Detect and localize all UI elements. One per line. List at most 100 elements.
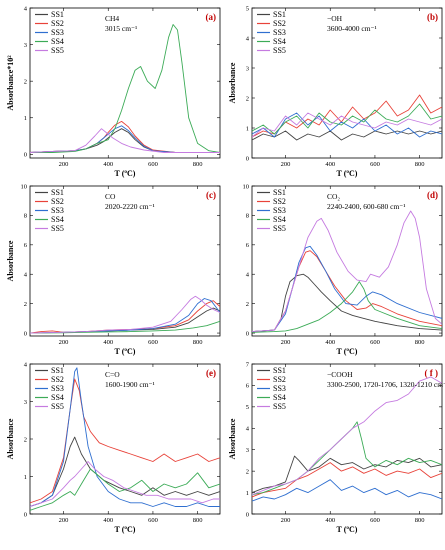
series-line-ss4 [30,320,220,334]
annotation-line-2: 2240-2400, 600-680 cm⁻¹ [327,202,406,211]
y-tick-label: 1 [246,490,249,497]
series-line-ss5 [30,461,220,507]
y-tick-label: 1 [24,474,27,481]
series-line-ss5 [252,112,442,138]
y-tick-label: 2 [24,78,27,85]
legend-label-ss3: SS3 [51,28,64,37]
annotation-line-1: −OH [327,14,343,23]
x-tick-label: 600 [370,161,380,168]
x-tick-label: 800 [415,517,425,524]
plot-frame [251,363,443,515]
legend-label-ss1: SS1 [51,366,64,375]
series-line-ss1 [252,455,442,494]
legend-label-ss1: SS1 [273,188,286,197]
y-tick-label: 3 [24,42,27,49]
y-tick-label: 0 [246,511,249,518]
y-tick-label: 6 [24,242,28,249]
x-tick-label: 200 [59,517,69,524]
annotation-line-1: CH4 [105,14,119,23]
y-tick-label: 0 [24,152,27,159]
y-tick-label: 2 [246,468,249,475]
x-tick-label: 800 [193,339,203,346]
series-line-ss5 [252,210,442,333]
legend-label-ss4: SS4 [51,215,64,224]
series-line-ss3 [252,479,442,502]
x-axis-label: T (ºC) [337,169,358,178]
series-line-ss4 [252,103,442,135]
annotation-line-1: CO [105,192,116,201]
x-tick-label: 800 [415,161,425,168]
y-tick-label: 4 [24,5,28,12]
x-axis-label: T (ºC) [337,347,358,356]
panel-label: (e) [206,368,216,378]
plot-frame [29,185,221,337]
series-line-ss3 [252,112,442,138]
x-tick-label: 400 [325,161,335,168]
panel-label: (c) [206,190,216,200]
y-axis-label: Absorbance*10² [6,55,15,111]
legend-label-ss2: SS2 [51,375,64,384]
panel-label: (a) [206,12,217,22]
legend-label-ss1: SS1 [51,10,64,19]
y-tick-label: 2 [246,301,249,308]
series-group [252,94,442,141]
annotation-line-2: 3300-2500, 1720-1706, 1320-1210 cm⁻¹ [327,380,445,389]
annotation-line-1: C=O [105,370,120,379]
x-tick-label: 600 [370,339,380,346]
legend-label-ss3: SS3 [273,28,286,37]
x-tick-label: 800 [193,517,203,524]
y-tick-label: 1 [246,125,249,132]
legend-label-ss5: SS5 [273,224,286,233]
x-axis-label: T (ºC) [115,525,136,534]
y-tick-label: 8 [246,213,249,220]
x-tick-label: 200 [281,161,291,168]
legend-label-ss4: SS4 [273,215,286,224]
y-tick-label: 4 [246,426,250,433]
annotation-line-2: 2020-2220 cm⁻¹ [105,202,155,211]
x-tick-label: 400 [103,161,113,168]
legend-label-ss1: SS1 [51,188,64,197]
annotation-line-2: 1600-1900 cm⁻¹ [105,380,155,389]
x-tick-label: 400 [325,339,335,346]
legend-label-ss2: SS2 [51,197,64,206]
plot-frame [29,7,221,159]
x-tick-label: 400 [103,517,113,524]
annotation-line-1: CO₂ [327,192,340,201]
x-tick-label: 200 [281,517,291,524]
y-tick-label: 6 [246,242,250,249]
annotation-line-2: 3015 cm⁻¹ [105,24,137,33]
y-tick-label: 0 [24,511,27,518]
legend-label-ss5: SS5 [273,402,286,411]
series-group [30,367,220,511]
series-line-ss2 [252,462,442,498]
series-line-ss4 [30,24,220,153]
legend-label-ss4: SS4 [51,393,64,402]
annotation-line-2: 3600-4000 cm⁻¹ [327,24,377,33]
series-group [30,24,220,153]
y-tick-label: 3 [24,399,27,406]
y-tick-label: 6 [246,383,250,390]
y-tick-label: 2 [24,301,27,308]
legend-label-ss2: SS2 [51,19,64,28]
series-group [30,295,220,334]
y-tick-label: 1 [24,115,27,122]
legend-label-ss2: SS2 [273,375,286,384]
y-tick-label: 8 [24,213,27,220]
legend-label-ss1: SS1 [273,366,286,375]
panel-label: (b) [427,12,438,22]
legend-label-ss5: SS5 [51,46,64,55]
series-line-ss1 [30,128,220,153]
series-line-ss3 [30,125,220,153]
legend-label-ss4: SS4 [273,37,286,46]
series-group [252,210,442,333]
panel-label: (d) [427,190,438,200]
y-tick-label: 4 [246,272,250,279]
plot-frame [251,185,443,337]
y-axis-label: Absorbance [228,418,237,459]
x-tick-label: 200 [281,339,291,346]
y-tick-label: 5 [246,5,249,12]
x-axis-label: T (ºC) [337,525,358,534]
